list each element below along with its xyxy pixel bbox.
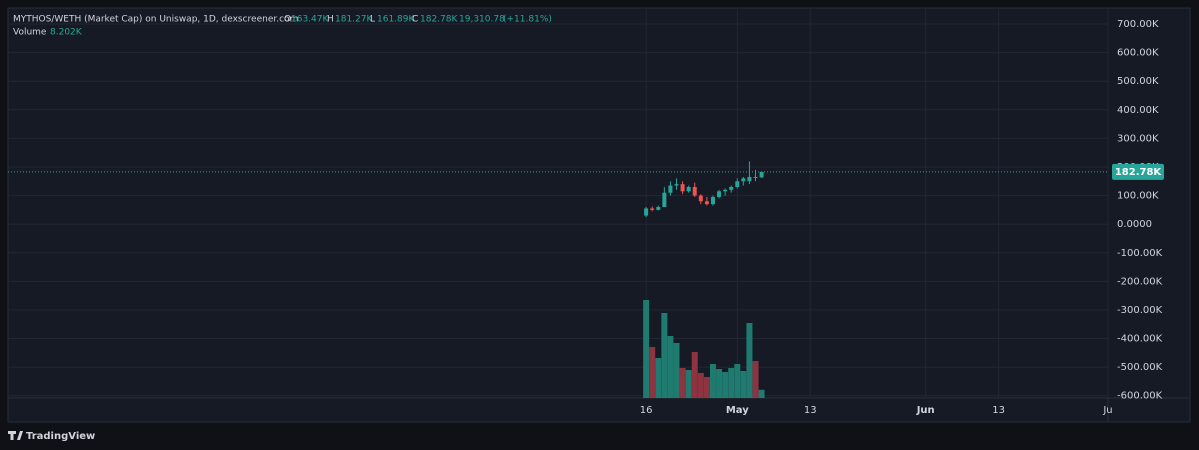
legend-h: H bbox=[327, 15, 334, 25]
y-tick-label: 400.00K bbox=[1117, 105, 1159, 116]
y-tick-label: 600.00K bbox=[1117, 48, 1159, 59]
legend-low: 161.89K bbox=[377, 15, 415, 25]
y-tick-label: 0.0000 bbox=[1117, 219, 1152, 230]
volume-bar bbox=[673, 343, 680, 398]
volume-bar bbox=[703, 377, 710, 398]
y-tick-label: -300.00K bbox=[1117, 305, 1163, 316]
y-tick-label: 100.00K bbox=[1117, 191, 1159, 202]
brand: TradingView bbox=[8, 431, 95, 442]
x-tick-label: 13 bbox=[992, 405, 1005, 416]
volume-bar bbox=[655, 358, 662, 398]
chart-frame bbox=[7, 7, 1191, 423]
legend-l: L bbox=[370, 15, 375, 25]
x-tick-label: May bbox=[726, 405, 749, 416]
volume-bar bbox=[691, 352, 698, 398]
legend-c: C bbox=[412, 15, 418, 25]
volume-bar bbox=[734, 364, 741, 398]
y-tick-label: -600.00K bbox=[1117, 391, 1163, 402]
candle-body bbox=[729, 186, 734, 190]
volume-bar bbox=[716, 369, 723, 398]
chart-title: MYTHOS/WETH (Market Cap) on Uniswap, 1D,… bbox=[13, 15, 298, 25]
candle-body bbox=[735, 181, 740, 187]
candle-body bbox=[717, 191, 722, 197]
candle-body bbox=[668, 185, 673, 193]
candle-body bbox=[747, 176, 752, 182]
legend-volume-name: Volume bbox=[13, 28, 47, 38]
volume-bar bbox=[758, 389, 765, 398]
candle-body bbox=[680, 184, 685, 192]
x-tick-label: 13 bbox=[804, 405, 817, 416]
legend: MYTHOS/WETH (Market Cap) on Uniswap, 1D,… bbox=[13, 15, 552, 38]
volume-bar bbox=[740, 371, 747, 398]
y-tick-label: 700.00K bbox=[1117, 19, 1159, 30]
volume-bar bbox=[722, 372, 729, 398]
y-tick-label: -400.00K bbox=[1117, 334, 1163, 345]
volume-bar bbox=[679, 368, 686, 398]
volume-bar bbox=[643, 300, 650, 398]
volume-bar bbox=[752, 361, 759, 398]
last-price-label: 182.78K bbox=[1115, 167, 1163, 178]
grid bbox=[8, 8, 1109, 398]
x-tick-label: Jun bbox=[916, 405, 935, 416]
y-tick-label: 500.00K bbox=[1117, 76, 1159, 87]
volume-bar bbox=[661, 313, 668, 398]
brand-logo bbox=[8, 431, 23, 440]
candle-body bbox=[698, 195, 703, 202]
legend-close: 182.78K bbox=[420, 15, 458, 25]
y-tick-label: 300.00K bbox=[1117, 133, 1159, 144]
volume-bar bbox=[697, 373, 704, 398]
candle-body bbox=[662, 192, 667, 208]
candle-body bbox=[674, 184, 679, 186]
legend-high: 181.27K bbox=[335, 15, 373, 25]
legend-open: 163.47K bbox=[291, 15, 329, 25]
brand-name: TradingView bbox=[26, 431, 95, 442]
last-price-tag bbox=[1112, 163, 1164, 180]
candle-body bbox=[710, 196, 715, 205]
x-tick-label: Ju bbox=[1102, 405, 1112, 416]
candle-body bbox=[686, 186, 691, 192]
y-tick-label: -100.00K bbox=[1117, 248, 1163, 259]
volume-bar bbox=[709, 364, 716, 398]
candle-body bbox=[650, 208, 655, 210]
y-tick-label: -500.00K bbox=[1117, 362, 1163, 373]
volume-bar bbox=[685, 370, 692, 398]
candle-body bbox=[692, 186, 697, 196]
candle-body bbox=[704, 201, 709, 205]
legend-o: O bbox=[284, 15, 291, 25]
x-tick-label: 16 bbox=[640, 405, 653, 416]
candle-body bbox=[723, 189, 728, 192]
legend-volume: 8.202K bbox=[50, 28, 83, 38]
candle-body bbox=[759, 171, 764, 178]
legend-change: 19,310.78 bbox=[459, 15, 505, 25]
volume-bar bbox=[728, 368, 735, 398]
candle-body bbox=[644, 208, 649, 216]
y-tick-label: -200.00K bbox=[1117, 276, 1163, 287]
volume-bar bbox=[649, 347, 656, 398]
volume-bar bbox=[667, 336, 674, 398]
volume-bar bbox=[746, 323, 753, 398]
candle-body bbox=[741, 178, 746, 182]
legend-change-pct: (+11.81%) bbox=[503, 15, 552, 25]
candle-body bbox=[753, 176, 758, 178]
candle-body bbox=[656, 207, 661, 210]
